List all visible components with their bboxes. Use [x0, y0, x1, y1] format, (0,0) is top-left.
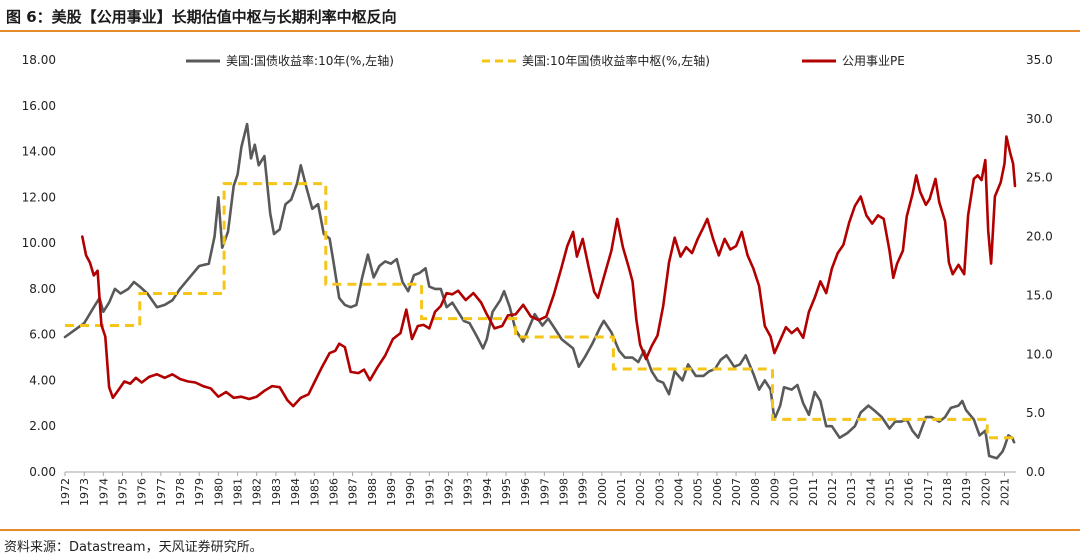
right-tick-label: 15.0	[1026, 288, 1053, 302]
series-layer	[63, 122, 1017, 460]
figure-title: 图 6：美股【公用事业】长期估值中枢与长期利率中枢反向	[6, 8, 397, 26]
x-tick-label: 2000	[596, 478, 609, 506]
source-divider	[0, 529, 1080, 531]
right-tick-label: 20.0	[1026, 230, 1053, 244]
x-tick-label: 1984	[289, 478, 302, 506]
x-tick-label: 1976	[136, 478, 149, 506]
x-tick-label: 1986	[327, 478, 340, 506]
utilities-pe-line	[81, 135, 1017, 408]
right-tick-label: 5.0	[1026, 406, 1045, 420]
left-tick-label: 10.00	[22, 236, 56, 250]
x-tick-label: 1977	[155, 478, 168, 506]
x-tick-label: 2018	[941, 478, 954, 506]
x-tick-label: 1973	[78, 478, 91, 506]
x-tick-label: 1978	[174, 478, 187, 506]
yield-center-line	[65, 182, 1015, 440]
x-tick-label: 2007	[730, 478, 743, 506]
x-tick-label: 1972	[59, 478, 72, 506]
x-tick-label: 1998	[558, 478, 571, 506]
left-tick-label: 0.00	[29, 465, 56, 479]
x-tick-label: 1988	[366, 478, 379, 506]
x-tick-label: 1992	[442, 478, 455, 506]
x-tick-label: 2010	[788, 478, 801, 506]
right-tick-label: 25.0	[1026, 171, 1053, 185]
x-tick-label: 2008	[749, 478, 762, 506]
x-tick-label: 2017	[922, 478, 935, 506]
x-tick-label: 1985	[308, 478, 321, 506]
yield-10y-line	[63, 122, 1016, 460]
x-tick-label: 2005	[692, 478, 705, 506]
x-tick-label: 2021	[998, 478, 1011, 506]
x-tick-label: 1975	[117, 478, 130, 506]
left-y-axis: 0.00 2.00 4.00 6.00 8.00 10.00 12.00 14.00 16.00…	[22, 53, 56, 479]
left-tick-label: 14.00	[22, 145, 56, 159]
x-tick-label: 1983	[270, 478, 283, 506]
x-tick-label: 1996	[519, 478, 532, 506]
left-tick-label: 6.00	[29, 328, 56, 342]
legend-label: 美国:10年国债收益率中枢(%,左轴)	[522, 53, 710, 68]
legend: 美国:国债收益率:10年(%,左轴) 美国:10年国债收益率中枢(%,左轴) 公用事…	[186, 53, 905, 68]
left-tick-label: 12.00	[22, 190, 56, 204]
x-tick-label: 2015	[883, 478, 896, 506]
x-tick-label: 1994	[481, 478, 494, 506]
legend-label: 美国:国债收益率:10年(%,左轴)	[226, 53, 394, 68]
x-tick-label: 2001	[615, 478, 628, 506]
x-tick-label: 2011	[807, 478, 820, 506]
left-tick-label: 18.00	[22, 53, 56, 67]
source-note: 资料来源：Datastream，天风证券研究所。	[4, 540, 263, 555]
x-tick-label: 1982	[251, 478, 264, 506]
right-y-axis: 0.0 5.0 10.0 15.0 20.0 25.0 30.0 35.0	[1026, 53, 1053, 479]
x-tick-label: 2014	[864, 478, 877, 506]
left-tick-label: 8.00	[29, 282, 56, 296]
x-tick-label: 1981	[232, 478, 245, 506]
x-tick-label: 2012	[826, 478, 839, 506]
left-tick-label: 4.00	[29, 373, 56, 387]
x-tick-label: 1993	[462, 478, 475, 506]
left-tick-label: 16.00	[22, 99, 56, 113]
x-tick-label: 2020	[979, 478, 992, 506]
x-tick-label: 1987	[347, 478, 360, 506]
chart-area: 0.00 2.00 4.00 6.00 8.00 10.00 12.00 14.00 16.00…	[22, 53, 1053, 506]
right-tick-label: 0.0	[1026, 465, 1045, 479]
x-tick-label: 1999	[577, 478, 590, 506]
left-tick-label: 2.00	[29, 419, 56, 433]
x-tick-label: 2013	[845, 478, 858, 506]
title-divider	[0, 30, 1080, 32]
x-tick-label: 2004	[673, 478, 686, 506]
x-tick-label: 1979	[193, 478, 206, 506]
right-tick-label: 35.0	[1026, 53, 1053, 67]
x-tick-label: 2006	[711, 478, 724, 506]
x-tick-label: 1997	[538, 478, 551, 506]
x-tick-label: 1989	[385, 478, 398, 506]
right-tick-label: 10.0	[1026, 347, 1053, 361]
x-tick-label: 2002	[634, 478, 647, 506]
x-tick-label: 1991	[423, 478, 436, 506]
x-tick-label: 2003	[653, 478, 666, 506]
legend-label: 公用事业PE	[842, 54, 905, 68]
x-tick-label: 1974	[97, 478, 110, 506]
x-tick-label: 2009	[768, 478, 781, 506]
x-tick-label: 1980	[212, 478, 225, 506]
x-tick-label: 2019	[960, 478, 973, 506]
right-tick-label: 30.0	[1026, 112, 1053, 126]
x-tick-label: 1990	[404, 478, 417, 506]
x-tick-label: 2016	[903, 478, 916, 506]
x-axis: 1972 1973 1974 1975 1976 1977 1978 1979 1980 1981…	[59, 471, 1016, 506]
x-tick-label: 1995	[500, 478, 513, 506]
